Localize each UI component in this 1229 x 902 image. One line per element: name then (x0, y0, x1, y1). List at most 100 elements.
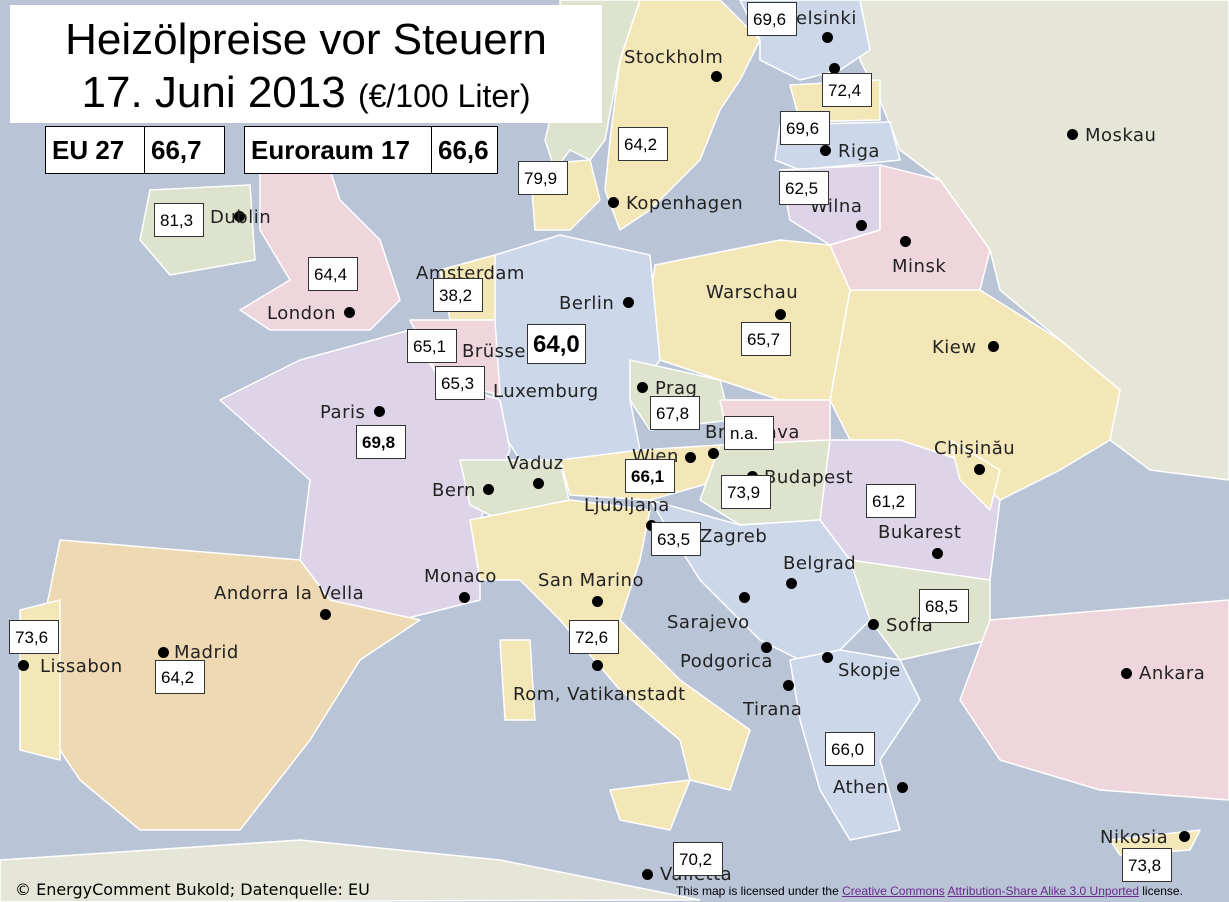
city-dot-helsinki (822, 32, 833, 43)
city-dot-riga (820, 145, 831, 156)
euroraum-summary: Euroraum 17 66,6 (244, 126, 498, 174)
city-label-riga: Riga (838, 141, 880, 162)
city-dot-dublin (234, 211, 245, 222)
title-line1: Heizölpreise vor Steuern (65, 15, 547, 64)
city-label-moskau: Moskau (1085, 125, 1157, 146)
city-dot-sarajevo (739, 592, 750, 603)
city-label-chisinau: Chişinău (934, 438, 1016, 459)
city-dot-bukarest (932, 548, 943, 559)
city-label-bukarest: Bukarest (878, 522, 962, 543)
euroraum-label: Euroraum 17 (251, 134, 410, 165)
city-dot-warschau (775, 309, 786, 320)
city-label-podgorica: Podgorica (680, 651, 773, 672)
turkey-region (959, 599, 1229, 801)
ukraine-region (829, 289, 1121, 501)
price-box-griechenland: 66,0 (825, 732, 875, 766)
price-box-oesterreich: 66,1 (625, 459, 675, 493)
price-box-daenemark: 79,9 (518, 161, 568, 195)
city-label-paris: Paris (320, 402, 366, 423)
price-box-estland: 72,4 (822, 73, 872, 107)
sicily-region (609, 779, 691, 831)
city-dot-tirana (783, 680, 794, 691)
price-box-luxemburg: 65,3 (435, 366, 485, 400)
price-box-belgien: 65,1 (407, 329, 457, 363)
city-label-ljubljana: Ljubljana (584, 495, 670, 516)
city-label-helsinki: Helsinki (782, 8, 857, 29)
city-label-vaduz: Vaduz (507, 453, 564, 474)
city-dot-sofia (868, 619, 879, 630)
city-label-ankara: Ankara (1139, 663, 1206, 684)
price-box-tschechien: 67,8 (650, 396, 700, 430)
africa-region (0, 839, 701, 902)
city-dot-london (344, 307, 355, 318)
price-box-italien: 72,6 (569, 620, 619, 654)
city-dot-bratislava (708, 448, 719, 459)
price-box-rumaenien: 61,2 (866, 484, 916, 518)
price-box-spanien: 64,2 (155, 660, 205, 694)
city-dot-skopje (822, 652, 833, 663)
city-label-kiew: Kiew (932, 337, 977, 358)
city-dot-kiew (988, 341, 999, 352)
city-label-san-marino: San Marino (538, 570, 644, 591)
city-label-bruessel: Brüssel (462, 341, 532, 362)
city-label-lissabon: Lissabon (40, 656, 123, 677)
price-box-frankreich: 69,8 (356, 425, 406, 459)
city-label-athen: Athen (833, 777, 889, 798)
euroraum-value: 66,6 (431, 127, 495, 173)
price-box-polen: 65,7 (741, 322, 791, 356)
price-box-portugal: 73,6 (9, 620, 59, 654)
city-dot-minsk (900, 236, 911, 247)
eu27-summary: EU 27 66,7 (45, 126, 225, 174)
title-unit: (€/100 Liter) (357, 78, 531, 114)
price-box-uk: 64,4 (308, 257, 358, 291)
source-credit: © EnergyComment Bukold; Datenquelle: EU (15, 880, 370, 899)
city-dot-athen (897, 782, 908, 793)
city-dot-monaco (459, 592, 470, 603)
city-label-sarajevo: Sarajevo (667, 612, 750, 633)
city-dot-lissabon (18, 660, 29, 671)
city-label-stockholm: Stockholm (624, 47, 724, 68)
license-text-post: license. (1138, 884, 1183, 898)
city-label-madrid: Madrid (174, 642, 239, 663)
city-dot-madrid (158, 647, 169, 658)
city-label-bern: Bern (432, 480, 476, 501)
city-label-belgrad: Belgrad (783, 553, 857, 574)
price-box-finnland: 69,6 (747, 2, 797, 36)
sardinia-region (499, 639, 536, 721)
russia-region (859, 0, 1229, 481)
city-dot-andorra (320, 609, 331, 620)
license-notice: This map is licensed under the Creative … (676, 884, 1183, 898)
city-label-warschau: Warschau (706, 282, 799, 303)
city-label-andorra: Andorra la Vella (214, 583, 365, 604)
balkan-region (649, 499, 871, 661)
city-dot-moskau (1067, 129, 1078, 140)
city-label-budapest: Budapest (764, 467, 854, 488)
city-dot-tallinn (829, 63, 840, 74)
city-dot-prag (637, 382, 648, 393)
title-line2: 17. Juni 2013 (€/100 Liter) (10, 67, 602, 122)
license-link-cc[interactable]: Creative Commons (842, 884, 945, 898)
city-label-tirana: Tirana (743, 699, 803, 720)
city-label-kopenhagen: Kopenhagen (626, 193, 744, 214)
price-box-ungarn: 73,9 (721, 475, 771, 509)
price-box-malta: 70,2 (673, 842, 723, 876)
city-label-nikosia: Nikosia (1100, 827, 1169, 848)
city-dot-nikosia (1179, 831, 1190, 842)
city-label-berlin: Berlin (559, 293, 615, 314)
price-box-slowakei: n.a. (724, 416, 774, 450)
city-label-dublin: Dublin (210, 207, 272, 228)
license-text-pre: This map is licensed under the (676, 884, 843, 898)
price-box-litauen: 62,5 (779, 171, 829, 205)
price-box-lettland: 69,6 (780, 111, 830, 145)
city-dot-belgrad (786, 578, 797, 589)
city-dot-valletta (642, 869, 653, 880)
license-link-by-sa[interactable]: Attribution-Share Alike 3.0 Unported (947, 884, 1139, 898)
city-dot-ankara (1121, 668, 1132, 679)
price-box-zypern: 73,8 (1122, 848, 1172, 882)
city-dot-wien (685, 452, 696, 463)
price-box-slowenien: 63,5 (651, 522, 701, 556)
eu27-value: 66,7 (144, 127, 208, 173)
city-dot-stockholm (711, 71, 722, 82)
city-dot-chisinau (974, 464, 985, 475)
city-label-london: London (267, 303, 336, 324)
